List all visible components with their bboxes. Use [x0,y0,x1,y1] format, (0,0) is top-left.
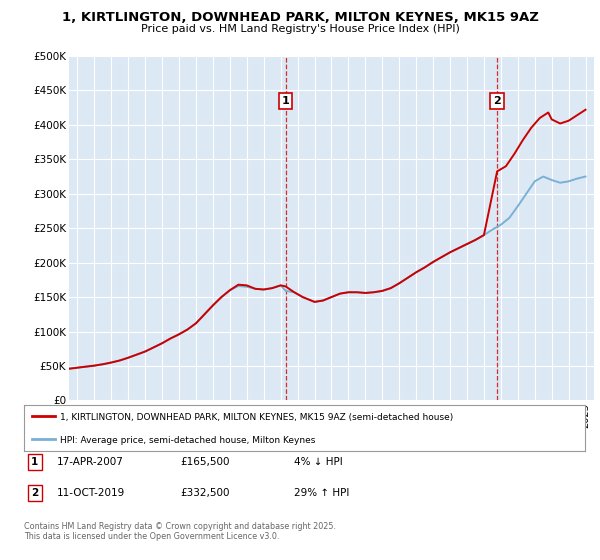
Text: 1, KIRTLINGTON, DOWNHEAD PARK, MILTON KEYNES, MK15 9AZ: 1, KIRTLINGTON, DOWNHEAD PARK, MILTON KE… [62,11,538,24]
Text: HPI: Average price, semi-detached house, Milton Keynes: HPI: Average price, semi-detached house,… [61,436,316,445]
Text: 1, KIRTLINGTON, DOWNHEAD PARK, MILTON KEYNES, MK15 9AZ (semi-detached house): 1, KIRTLINGTON, DOWNHEAD PARK, MILTON KE… [61,413,454,422]
Text: 4% ↓ HPI: 4% ↓ HPI [294,457,343,467]
Text: 1: 1 [282,96,289,106]
Text: 29% ↑ HPI: 29% ↑ HPI [294,488,349,498]
Text: 2: 2 [493,96,501,106]
Text: 17-APR-2007: 17-APR-2007 [57,457,124,467]
Text: Contains HM Land Registry data © Crown copyright and database right 2025.
This d: Contains HM Land Registry data © Crown c… [24,522,336,542]
Text: £332,500: £332,500 [180,488,229,498]
Text: 11-OCT-2019: 11-OCT-2019 [57,488,125,498]
Text: Price paid vs. HM Land Registry's House Price Index (HPI): Price paid vs. HM Land Registry's House … [140,24,460,34]
Text: 1: 1 [31,457,38,467]
Text: £165,500: £165,500 [180,457,229,467]
Text: 2: 2 [31,488,38,498]
